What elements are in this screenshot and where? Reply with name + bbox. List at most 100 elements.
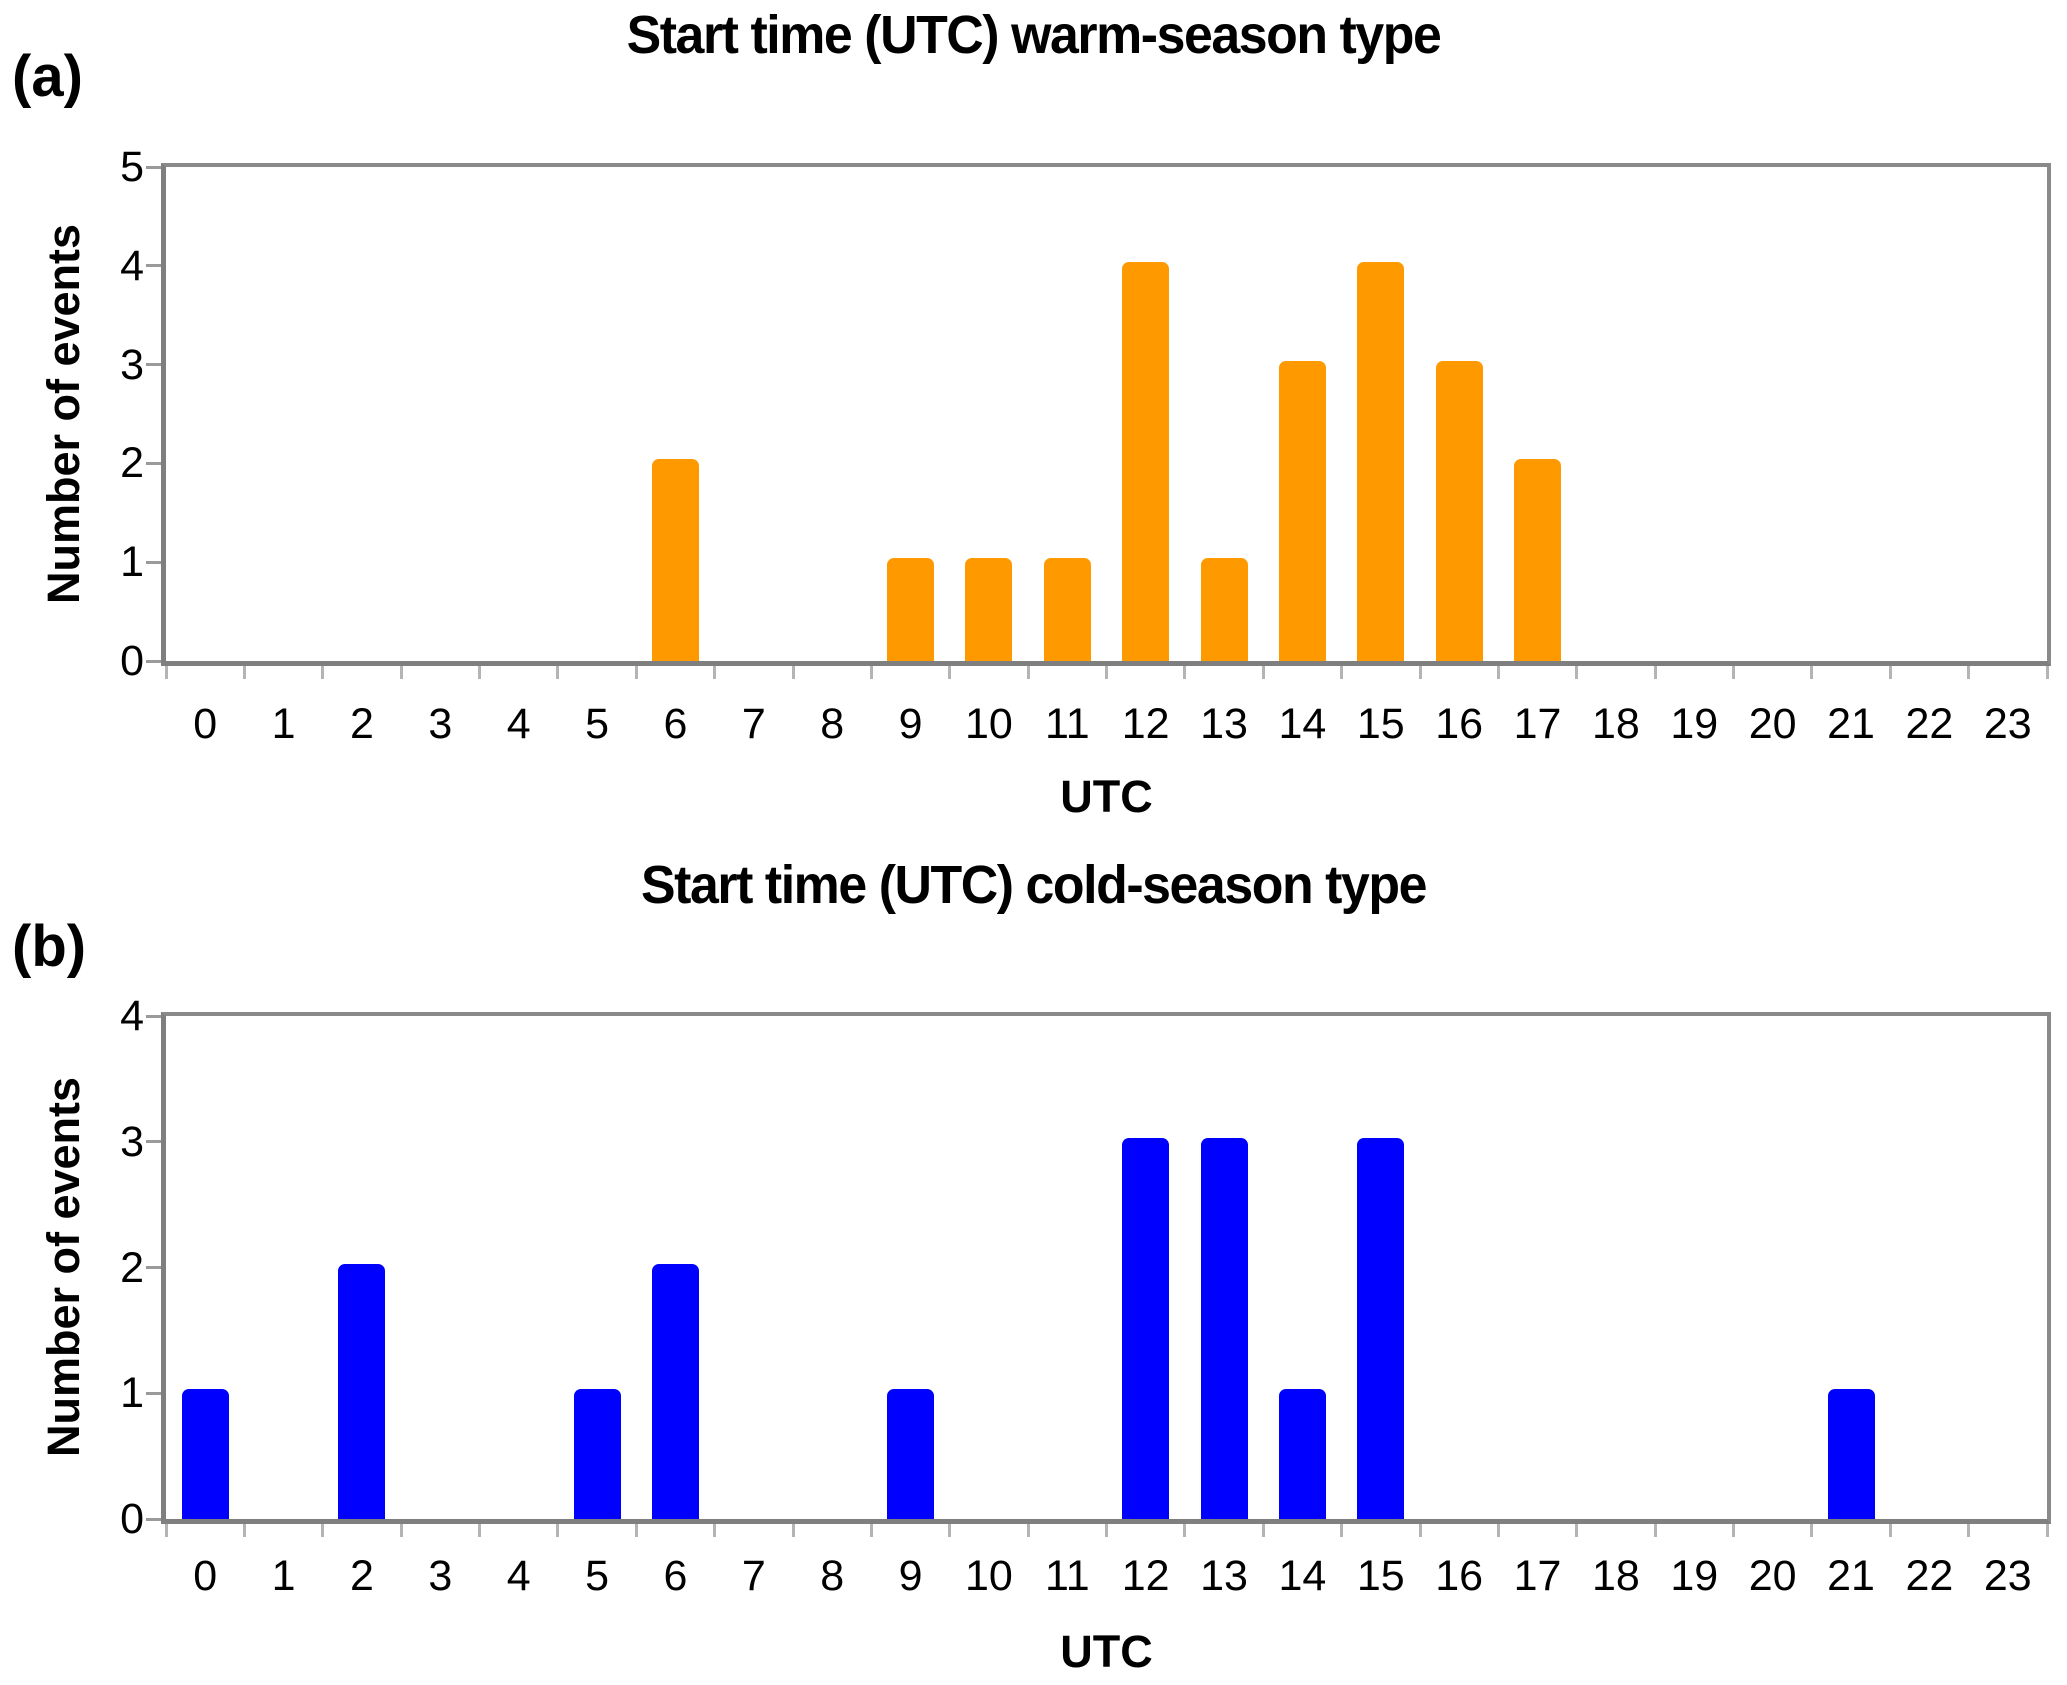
x-tick-label: 22 — [1905, 700, 1954, 748]
x-tick-mark — [791, 1524, 795, 1537]
chart-a-plot-area — [161, 163, 2051, 666]
x-tick-mark — [1653, 1524, 1657, 1537]
x-tick-mark — [1105, 666, 1108, 679]
bar-hour-6 — [651, 459, 699, 661]
y-tick-mark — [146, 165, 161, 169]
x-tick-label: 2 — [349, 1552, 374, 1600]
x-tick-label: 17 — [1513, 700, 1562, 748]
x-tick-label: 0 — [193, 700, 218, 748]
x-tick-label: 18 — [1592, 700, 1640, 748]
chart-b-title: Start time (UTC) cold-season type — [641, 855, 1427, 915]
x-tick-label: 22 — [1905, 1552, 1954, 1600]
panel-label-b: (b) — [12, 914, 87, 979]
x-tick-mark — [634, 1524, 638, 1537]
y-tick-mark — [146, 1266, 161, 1269]
y-tick-mark — [146, 1517, 161, 1521]
chart-a-x-axis-label: UTC — [1060, 771, 1153, 822]
x-tick-label: 0 — [193, 1552, 218, 1600]
bar-hour-21 — [1827, 1389, 1875, 1519]
x-tick-mark — [1888, 1524, 1892, 1537]
y-tick-label: 3 — [120, 1117, 144, 1166]
chart-b-x-axis-label: UTC — [1060, 1626, 1153, 1677]
x-tick-mark — [869, 666, 873, 679]
x-tick-label: 16 — [1435, 1552, 1484, 1600]
x-tick-label: 2 — [349, 700, 374, 748]
y-tick-label: 0 — [120, 637, 144, 685]
x-tick-label: 9 — [898, 700, 923, 748]
y-tick-label: 2 — [120, 1243, 144, 1292]
x-tick-mark — [478, 666, 481, 679]
x-tick-mark — [1732, 666, 1735, 679]
bar-hour-6 — [651, 1263, 699, 1519]
x-tick-mark — [713, 666, 717, 679]
x-tick-mark — [1340, 1524, 1344, 1537]
y-tick-mark — [146, 1391, 161, 1395]
y-tick-mark — [146, 1140, 161, 1144]
bar-hour-5 — [573, 1389, 621, 1519]
x-tick-label: 4 — [506, 700, 531, 748]
x-tick-label: 11 — [1044, 700, 1090, 748]
x-tick-label: 21 — [1827, 1552, 1875, 1600]
x-tick-mark — [1575, 1524, 1579, 1537]
y-tick-mark — [146, 659, 161, 663]
x-tick-mark — [556, 666, 560, 679]
x-tick-mark — [2045, 1524, 2049, 1537]
x-tick-label: 11 — [1044, 1552, 1090, 1600]
x-tick-mark — [948, 666, 952, 679]
x-tick-mark — [1496, 666, 1500, 679]
x-tick-mark — [791, 666, 795, 679]
x-tick-label: 15 — [1356, 700, 1405, 748]
x-tick-label: 9 — [898, 1552, 923, 1600]
x-tick-label: 23 — [1983, 700, 2032, 748]
x-tick-label: 19 — [1670, 700, 1719, 748]
y-tick-mark — [146, 461, 161, 465]
x-tick-mark — [321, 1524, 325, 1537]
x-tick-label: 13 — [1200, 1552, 1248, 1600]
x-tick-label: 13 — [1200, 700, 1248, 748]
x-tick-label: 7 — [741, 1552, 766, 1600]
x-tick-mark — [242, 1524, 246, 1537]
x-tick-mark — [399, 666, 403, 679]
x-tick-label: 3 — [428, 700, 453, 748]
bar-hour-10 — [965, 558, 1013, 661]
x-tick-label: 12 — [1121, 700, 1170, 748]
x-tick-mark — [869, 1524, 873, 1537]
x-tick-mark — [948, 1524, 952, 1537]
x-tick-label: 8 — [820, 1552, 845, 1600]
x-tick-mark — [478, 1524, 481, 1537]
x-tick-label: 4 — [506, 1552, 531, 1600]
x-tick-label: 5 — [585, 700, 610, 748]
x-tick-mark — [1810, 666, 1814, 679]
x-tick-mark — [1496, 1524, 1500, 1537]
chart-a-y-axis-label: Number of events — [38, 223, 89, 605]
bar-hour-15 — [1357, 261, 1405, 661]
bar-hour-9 — [887, 558, 935, 661]
x-tick-mark — [1967, 1524, 1971, 1537]
x-tick-mark — [1026, 666, 1030, 679]
x-tick-mark — [1183, 1524, 1187, 1537]
x-tick-mark — [713, 1524, 717, 1537]
x-tick-mark — [634, 666, 638, 679]
bar-hour-14 — [1278, 360, 1326, 661]
bar-hour-13 — [1200, 558, 1248, 661]
y-tick-mark — [146, 560, 161, 564]
x-tick-label: 14 — [1278, 1552, 1327, 1600]
x-tick-mark — [1261, 666, 1265, 679]
x-tick-mark — [1418, 1524, 1422, 1537]
x-tick-label: 23 — [1983, 1552, 2032, 1600]
x-tick-mark — [242, 666, 246, 679]
x-tick-mark — [1967, 666, 1971, 679]
bar-hour-15 — [1357, 1137, 1405, 1519]
x-tick-label: 16 — [1435, 700, 1484, 748]
bar-hour-9 — [887, 1389, 935, 1519]
x-tick-label: 20 — [1748, 700, 1797, 748]
x-tick-mark — [1732, 1524, 1735, 1537]
bar-hour-12 — [1122, 1137, 1170, 1519]
bar-hour-11 — [1043, 558, 1091, 661]
x-tick-label: 17 — [1513, 1552, 1562, 1600]
x-tick-mark — [1261, 1524, 1265, 1537]
x-tick-mark — [164, 1524, 168, 1537]
bar-hour-2 — [338, 1263, 386, 1519]
y-tick-label: 3 — [120, 340, 144, 389]
bar-hour-17 — [1514, 459, 1562, 661]
